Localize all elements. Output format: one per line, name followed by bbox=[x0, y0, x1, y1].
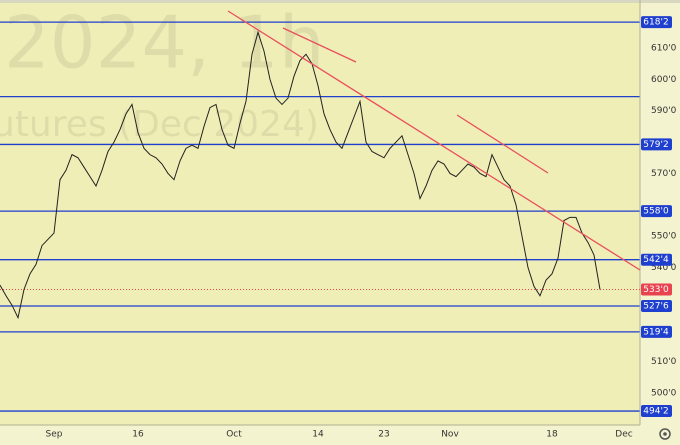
level-label: 494'2 bbox=[643, 407, 668, 417]
trend-lines bbox=[227, 10, 641, 271]
level-label: 527'6 bbox=[643, 301, 669, 311]
watermark-subtitle: utures (Dec 2024) bbox=[0, 104, 319, 145]
level-label-box bbox=[641, 205, 672, 218]
x-tick-label: Dec bbox=[615, 430, 632, 440]
y-tick-label: 610'0 bbox=[651, 43, 677, 53]
top-strip bbox=[0, 0, 680, 3]
x-tick-label: 14 bbox=[312, 430, 324, 440]
y-tick-label: 590'0 bbox=[651, 106, 677, 116]
level-label-box bbox=[641, 405, 672, 418]
level-label-box bbox=[641, 299, 672, 312]
y-tick-label: 550'0 bbox=[651, 232, 677, 242]
y-tick-label: 500'0 bbox=[651, 389, 677, 399]
x-tick-label: 16 bbox=[132, 430, 144, 440]
level-label-box bbox=[641, 253, 672, 266]
settings-button[interactable] bbox=[659, 428, 671, 440]
level-label: 519'4 bbox=[643, 327, 669, 337]
y-tick-label: 570'0 bbox=[651, 169, 677, 179]
last-price-label: 533'0 bbox=[643, 285, 669, 295]
price-line bbox=[0, 30, 601, 320]
y-tick-label: 510'0 bbox=[651, 357, 677, 367]
x-tick-label: Nov bbox=[441, 430, 459, 440]
level-label-box bbox=[641, 138, 672, 151]
trend-line bbox=[456, 114, 549, 174]
trend-line bbox=[227, 10, 641, 271]
level-label: 558'0 bbox=[643, 207, 669, 217]
x-tick-label: Oct bbox=[226, 430, 242, 440]
y-tick-label: 600'0 bbox=[651, 75, 677, 85]
plot-area bbox=[0, 0, 640, 425]
x-tick-label: 18 bbox=[546, 430, 558, 440]
level-label-box bbox=[641, 16, 672, 29]
last-price-box bbox=[641, 283, 672, 296]
level-label: 542'4 bbox=[643, 255, 669, 265]
level-label-box bbox=[641, 325, 672, 338]
watermark: 2024, 1h bbox=[4, 1, 324, 85]
y-tick-label: 540'0 bbox=[651, 263, 677, 273]
level-label: 579'2 bbox=[643, 140, 668, 150]
trend-line bbox=[282, 27, 357, 63]
x-tick-label: Sep bbox=[46, 430, 63, 440]
level-label: 618'2 bbox=[643, 18, 668, 28]
x-tick-label: 23 bbox=[378, 430, 389, 440]
